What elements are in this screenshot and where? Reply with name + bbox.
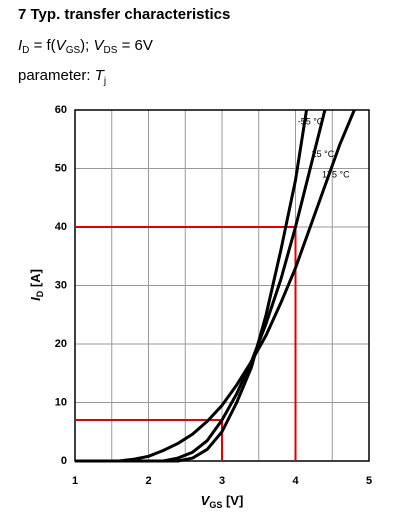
t: D	[35, 290, 45, 297]
t: GS	[209, 500, 222, 510]
t: I	[28, 297, 43, 301]
x-tick-label: 1	[72, 475, 78, 487]
series-label: -55 °C	[298, 117, 324, 127]
t: DS	[104, 45, 118, 56]
y-tick-label: 20	[55, 338, 67, 350]
chart-title: 7 Typ. transfer characteristics	[18, 6, 230, 23]
x-tick-label: 5	[366, 475, 372, 487]
t: GS	[66, 45, 81, 56]
y-tick-label: 10	[55, 396, 67, 408]
x-tick-label: 3	[219, 475, 225, 487]
y-tick-label: 40	[55, 221, 67, 233]
x-tick-label: 2	[145, 475, 151, 487]
series-line	[75, 109, 309, 463]
y-tick-label: 50	[55, 162, 67, 174]
t: );	[80, 37, 93, 54]
y-tick-label: 60	[55, 104, 67, 116]
y-axis-label: ID [A]	[28, 269, 45, 301]
subtitle: ID = f(VGS); VDS = 6V	[18, 37, 153, 56]
series-label: 175 °C	[322, 169, 350, 179]
series-label: 25 °C	[312, 149, 335, 159]
t: T	[95, 67, 106, 84]
t: = 6V	[117, 37, 152, 54]
t: = f(	[29, 37, 55, 54]
series-line	[75, 109, 356, 463]
t: V	[56, 37, 68, 54]
y-tick-label: 0	[61, 455, 67, 467]
t: D	[22, 45, 29, 56]
t: I	[18, 37, 22, 54]
t: j	[103, 76, 106, 87]
y-tick-label: 30	[55, 279, 67, 291]
parameter: parameter: Tj	[18, 67, 106, 87]
t: [A]	[28, 269, 43, 291]
t: V	[93, 37, 105, 54]
t: V	[201, 493, 211, 508]
x-axis-label: VGS [V]	[201, 493, 244, 510]
x-tick-label: 4	[292, 475, 299, 487]
t: parameter:	[18, 67, 95, 84]
series-line	[75, 109, 327, 463]
t: [V]	[222, 493, 243, 508]
